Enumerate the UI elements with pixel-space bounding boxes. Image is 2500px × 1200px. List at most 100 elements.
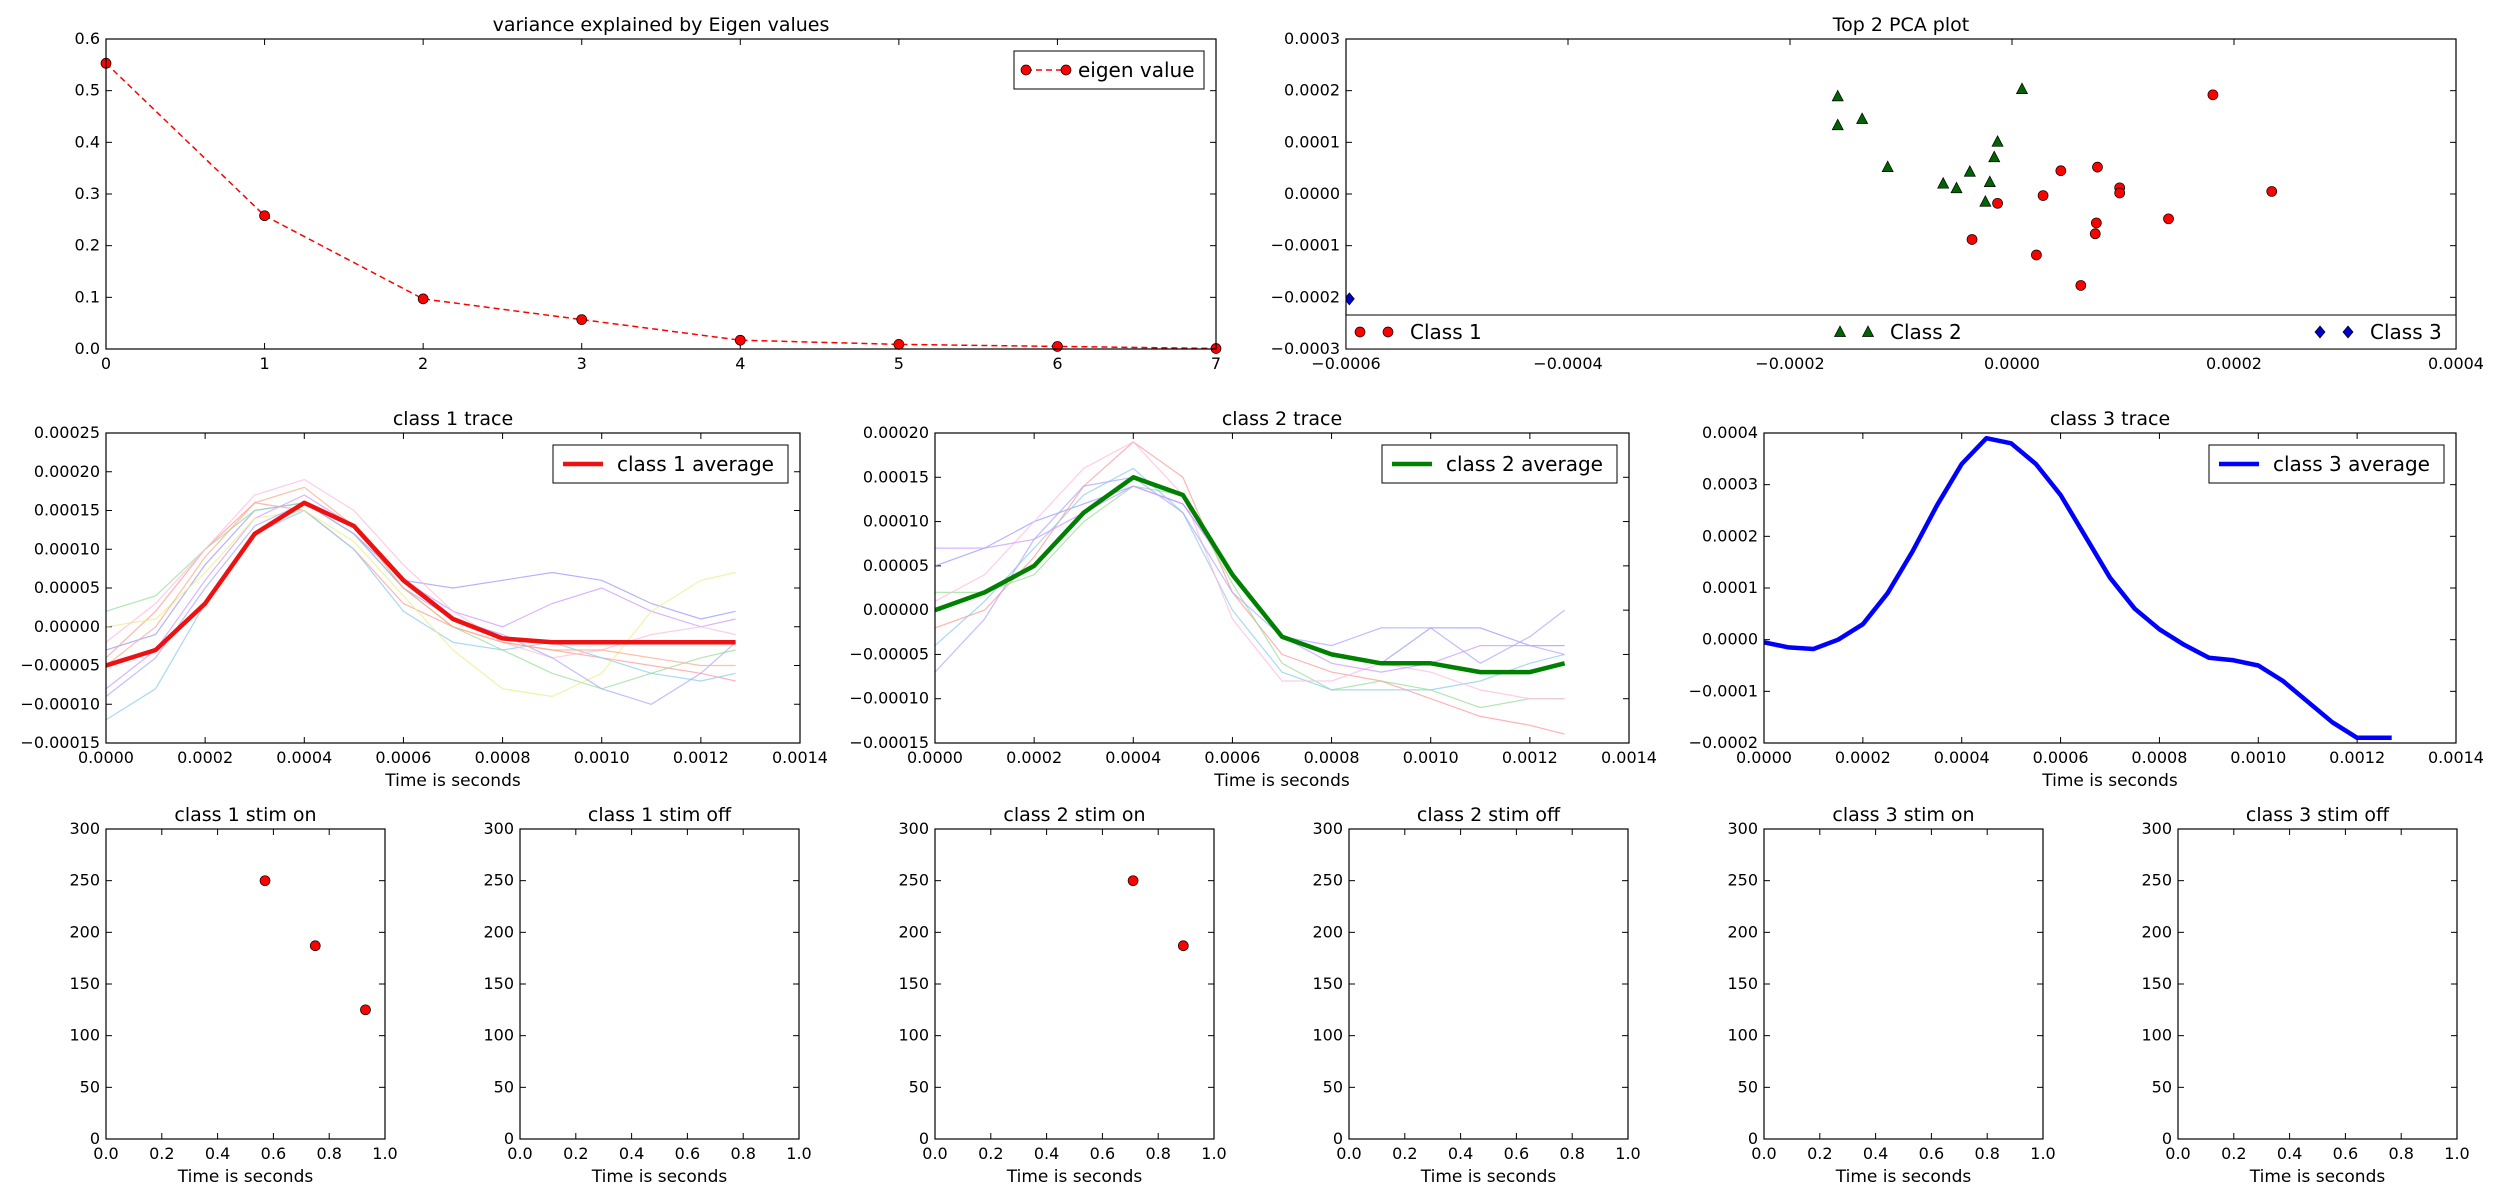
legend-marker [2314,325,2326,339]
y-tick-label: 250 [898,871,929,890]
x-tick-label: 0.0010 [574,748,630,767]
x-tick-label: 2 [418,354,428,373]
trace-line-faint [106,494,736,690]
x-axis-label: Time is seconds [2041,771,2178,791]
data-point [1988,150,2001,163]
average-line [1764,435,2392,741]
y-tick-label: 50 [80,1077,100,1096]
plot-frame [105,38,1217,350]
y-tick-label: −0.0003 [1271,339,1340,358]
y-tick-label: 50 [1323,1077,1343,1096]
y-tick-label: 0.0001 [1284,132,1340,151]
data-point [1966,234,1978,245]
chart-title: class 1 stim off [588,804,732,826]
y-tick-label: 0.00015 [863,467,929,486]
data-point [576,314,588,325]
chart-title: class 3 stim off [2246,804,2390,826]
y-tick-label: 300 [898,819,929,838]
x-tick-label: 0.0006 [1204,748,1260,767]
data-point [2091,217,2102,229]
data-point [1052,341,1063,352]
x-tick-label: 0.0002 [177,748,233,767]
plot-area [259,875,371,1016]
y-tick-label: −0.00015 [20,733,100,752]
data-point [2207,89,2219,101]
legend: class 2 average [1381,444,1618,484]
data-point [1937,176,1950,189]
legend-label: class 1 average [617,452,774,476]
trace-line-faint [106,502,736,682]
y-tick-label: −0.0002 [1689,733,1758,752]
x-axis-label: Time is seconds [1006,1167,1143,1187]
legend-marker [2342,325,2354,339]
chart-title: class 3 stim on [1832,804,1974,826]
trace-line-faint [106,502,736,651]
x-tick-label: 3 [577,354,587,373]
x-tick-label: 0.8 [1559,1144,1584,1163]
plot-area [935,441,1566,735]
y-tick-label: 0 [504,1129,514,1148]
chart-panel-c2trace: class 2 trace 0.0000 0.0002 0.0004 0.0006 0.0… [849,408,1657,791]
average-line [935,475,1566,675]
y-tick-label: 100 [483,1026,514,1045]
x-axis-label: Time is seconds [177,1167,314,1187]
chart-title: variance explained by Eigen values [493,14,830,36]
y-tick-label: 50 [1738,1077,1758,1096]
x-tick-label: 5 [894,354,904,373]
y-tick-label: 0 [2162,1129,2172,1148]
y-tick-label: −0.00015 [849,733,929,752]
y-tick-label: 0.3 [75,184,100,203]
x-tick-label: 0.4 [1863,1144,1888,1163]
legend: class 1 average [552,444,789,484]
legend: class 3 average [2208,444,2445,484]
data-point [1992,197,2003,209]
x-tick-label: 1.0 [1615,1144,1640,1163]
x-tick-label: 0.4 [2277,1144,2302,1163]
chart-panel-pca: Top 2 PCA plot −0.0006 −0.0004 −0.0002 0.000… [1271,14,2484,373]
data-point [1831,118,1844,131]
plot-frame [934,432,1630,744]
x-tick-label: 0.0004 [1934,748,1990,767]
legend-marker [1833,325,1847,337]
x-tick-label: 0.6 [1090,1144,1115,1163]
trace-line-faint [935,467,1565,691]
x-tick-label: 0.4 [1448,1144,1473,1163]
data-point [1831,89,1844,102]
data-point [1881,160,1894,172]
y-tick-label: 150 [1312,974,1343,993]
x-tick-label: 0.2 [563,1144,588,1163]
y-tick-label: 0.0002 [1702,526,1758,545]
legend: Class 1 Class 2 Class 3 [1345,314,2457,350]
x-tick-label: 0.2 [978,1144,1003,1163]
x-tick-label: 0.0002 [2206,354,2262,373]
legend-marker [1020,64,1032,76]
x-tick-label: 0.8 [730,1144,755,1163]
x-tick-label: 6 [1052,354,1062,373]
x-tick-label: 0.2 [1807,1144,1832,1163]
trace-line-faint [935,476,1565,673]
x-tick-label: 0.6 [675,1144,700,1163]
chart-panel-c1trace: class 1 trace 0.0000 0.0002 0.0004 0.0006 0.0… [20,408,828,791]
x-axis-label: Time is seconds [1420,1167,1557,1187]
chart-panel-c1off: class 1 stim off 0.0 0.2 0.4 0.6 0.8 1.0 0 50 100… [483,804,811,1187]
x-tick-label: 0.0000 [78,748,134,767]
x-tick-label: −0.0002 [1755,354,1824,373]
x-tick-label: 1.0 [2030,1144,2055,1163]
plot-area [106,478,736,721]
y-tick-label: 0.0001 [1702,578,1758,597]
data-point [1963,165,1976,177]
chart-panel-c1on: class 1 stim on 0.0 0.2 0.4 0.6 0.8 1.0 0 50 100 1… [69,804,397,1187]
x-tick-label: 0.0012 [2329,748,2385,767]
y-tick-label: 0.5 [75,81,100,100]
y-tick-label: 0.0002 [1284,81,1340,100]
legend-marker [1354,326,1366,338]
x-tick-label: 0.0008 [1304,748,1360,767]
y-tick-label: 250 [1312,871,1343,890]
x-tick-label: 0.0014 [772,748,828,767]
y-tick-label: 250 [1727,871,1758,890]
y-tick-label: 300 [1727,819,1758,838]
trace-line-faint [106,502,736,705]
x-tick-label: 0.0002 [1006,748,1062,767]
y-tick-label: 0.00020 [34,462,100,481]
